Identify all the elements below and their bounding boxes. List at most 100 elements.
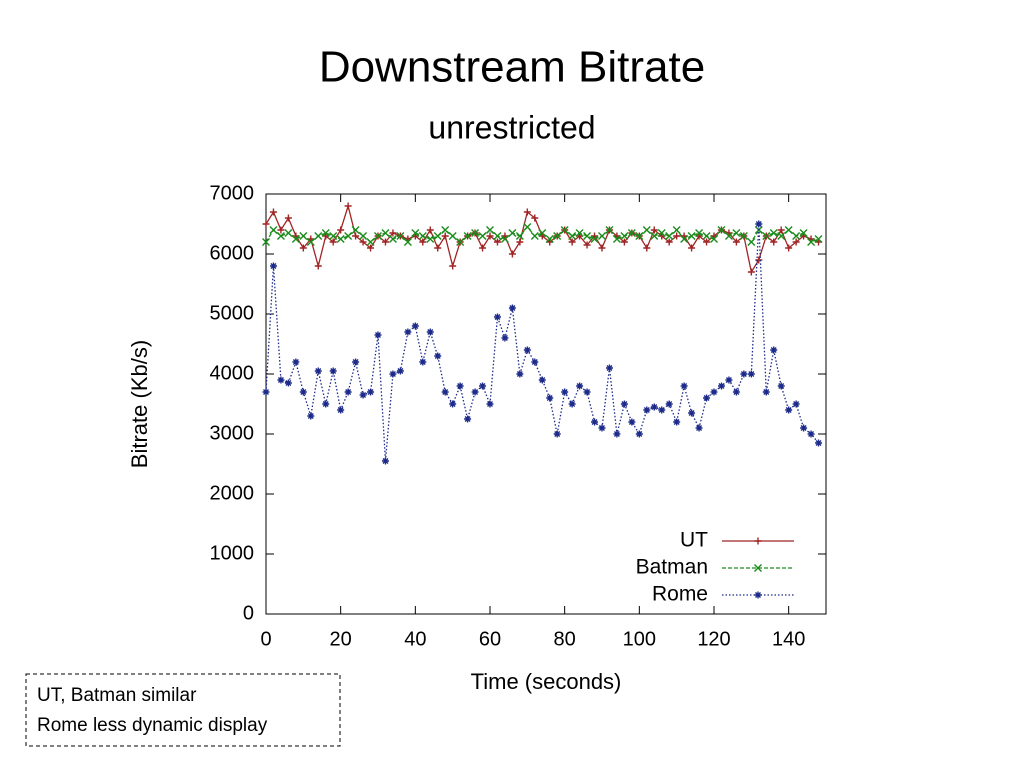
data-point bbox=[508, 229, 517, 237]
data-point bbox=[702, 232, 711, 240]
data-point bbox=[352, 358, 360, 366]
data-point bbox=[785, 244, 793, 252]
y-tick-label: 2000 bbox=[210, 482, 255, 504]
x-tick-label: 140 bbox=[772, 628, 805, 650]
data-point bbox=[523, 346, 531, 354]
data-point bbox=[695, 229, 704, 237]
data-point bbox=[770, 238, 778, 246]
data-point bbox=[515, 232, 524, 240]
data-point bbox=[516, 370, 524, 378]
data-point bbox=[374, 232, 382, 240]
annotation: Rome less dynamic display bbox=[37, 715, 268, 736]
data-point bbox=[769, 229, 778, 237]
data-point bbox=[785, 406, 793, 414]
data-point bbox=[419, 238, 427, 246]
data-point bbox=[583, 232, 592, 240]
x-tick-label: 80 bbox=[554, 628, 576, 650]
data-point bbox=[576, 382, 584, 390]
chart-title: Downstream Bitrate bbox=[319, 43, 705, 92]
data-point bbox=[575, 229, 584, 237]
data-point bbox=[434, 244, 442, 252]
y-tick-label: 0 bbox=[243, 602, 254, 624]
data-point bbox=[449, 400, 457, 408]
data-point bbox=[568, 400, 576, 408]
data-point bbox=[493, 313, 501, 321]
data-point bbox=[434, 352, 442, 360]
data-point bbox=[329, 238, 337, 246]
data-point bbox=[426, 235, 435, 243]
data-point bbox=[598, 232, 606, 240]
data-point bbox=[478, 232, 487, 240]
data-point bbox=[493, 238, 501, 246]
data-point bbox=[321, 229, 330, 237]
data-point bbox=[299, 244, 307, 252]
data-point bbox=[523, 208, 531, 216]
data-point bbox=[448, 232, 457, 240]
data-point bbox=[269, 208, 277, 216]
legend-marker bbox=[754, 564, 762, 572]
data-point bbox=[344, 232, 353, 240]
data-point bbox=[814, 235, 823, 243]
data-point bbox=[531, 358, 539, 366]
data-point bbox=[762, 388, 770, 396]
data-point bbox=[643, 406, 651, 414]
legend-label: UT bbox=[680, 529, 708, 552]
data-point bbox=[673, 418, 681, 426]
data-point bbox=[777, 226, 785, 234]
data-point bbox=[770, 346, 778, 354]
x-tick-label: 120 bbox=[697, 628, 730, 650]
data-point bbox=[755, 220, 763, 228]
data-point bbox=[688, 409, 696, 417]
data-point bbox=[612, 235, 621, 243]
data-point bbox=[418, 232, 427, 240]
data-point bbox=[456, 238, 465, 246]
data-point bbox=[359, 391, 367, 399]
data-point bbox=[725, 376, 733, 384]
data-point bbox=[635, 430, 643, 438]
data-point bbox=[359, 238, 367, 246]
data-point bbox=[277, 376, 285, 384]
data-point bbox=[688, 244, 696, 252]
data-point bbox=[755, 256, 763, 264]
data-point bbox=[381, 229, 390, 237]
data-point bbox=[277, 226, 285, 234]
data-point bbox=[284, 229, 293, 237]
data-point bbox=[344, 202, 352, 210]
data-point bbox=[269, 262, 277, 270]
data-point bbox=[441, 232, 449, 240]
data-point bbox=[367, 244, 375, 252]
data-point bbox=[351, 226, 360, 234]
data-point bbox=[337, 406, 345, 414]
data-point bbox=[456, 382, 464, 390]
data-point bbox=[695, 424, 703, 432]
x-tick-label: 60 bbox=[479, 628, 501, 650]
data-point bbox=[598, 424, 606, 432]
data-point bbox=[419, 358, 427, 366]
data-point bbox=[717, 226, 726, 234]
data-point bbox=[703, 394, 711, 402]
legend-marker bbox=[754, 537, 762, 545]
data-point bbox=[306, 238, 315, 246]
data-point bbox=[657, 229, 666, 237]
data-point bbox=[441, 388, 449, 396]
data-point bbox=[464, 415, 472, 423]
data-point bbox=[463, 232, 472, 240]
data-point bbox=[665, 400, 673, 408]
annotation: UT, Batman similar bbox=[37, 685, 197, 706]
data-point bbox=[792, 232, 801, 240]
x-tick-label: 20 bbox=[330, 628, 352, 650]
annotation-box bbox=[25, 673, 341, 747]
data-point bbox=[329, 367, 337, 375]
data-point bbox=[717, 382, 725, 390]
data-point bbox=[650, 403, 658, 411]
data-point bbox=[486, 226, 494, 234]
x-axis-label: Time (seconds) bbox=[471, 669, 622, 694]
data-point bbox=[732, 229, 741, 237]
data-point bbox=[322, 400, 330, 408]
data-point bbox=[732, 238, 740, 246]
data-point bbox=[792, 400, 800, 408]
data-point bbox=[762, 232, 771, 240]
y-tick-label: 3000 bbox=[210, 422, 255, 444]
data-point bbox=[800, 424, 808, 432]
y-axis-label: Bitrate (Kb/s) bbox=[127, 340, 152, 468]
